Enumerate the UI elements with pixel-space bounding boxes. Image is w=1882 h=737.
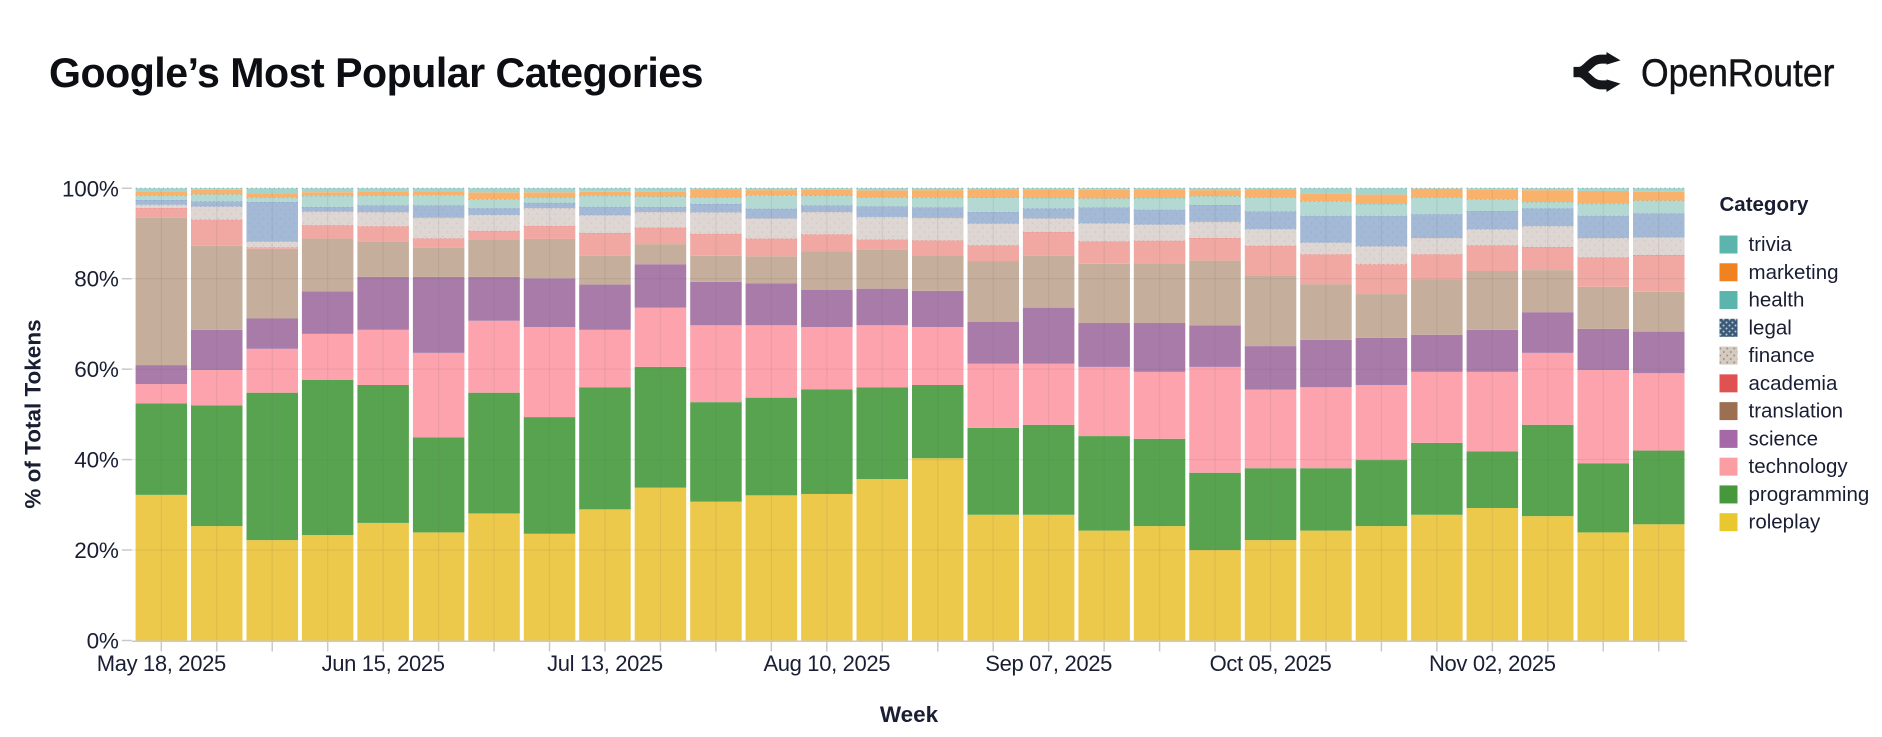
svg-text:0%: 0% xyxy=(87,629,119,654)
svg-text:Jul 13, 2025: Jul 13, 2025 xyxy=(547,651,663,676)
svg-text:20%: 20% xyxy=(74,538,119,563)
svg-text:Nov 02, 2025: Nov 02, 2025 xyxy=(1429,651,1556,676)
svg-text:40%: 40% xyxy=(74,448,119,473)
svg-text:Aug 10, 2025: Aug 10, 2025 xyxy=(763,651,890,676)
svg-text:% of Total Tokens: % of Total Tokens xyxy=(21,319,46,508)
svg-text:academia: academia xyxy=(1749,372,1838,395)
svg-text:Jun 15, 2025: Jun 15, 2025 xyxy=(322,651,445,676)
svg-text:health: health xyxy=(1749,289,1805,312)
svg-text:science: science xyxy=(1749,427,1819,450)
svg-text:Oct 05, 2025: Oct 05, 2025 xyxy=(1210,651,1332,676)
svg-text:May 18, 2025: May 18, 2025 xyxy=(97,651,226,676)
svg-text:programming: programming xyxy=(1749,483,1870,506)
svg-text:roleplay: roleplay xyxy=(1749,511,1822,534)
svg-text:Google’s Most Popular Categori: Google’s Most Popular Categories xyxy=(49,49,703,96)
svg-text:finance: finance xyxy=(1749,344,1815,367)
svg-text:Category: Category xyxy=(1720,193,1809,216)
svg-text:marketing: marketing xyxy=(1749,261,1839,284)
svg-text:Sep 07, 2025: Sep 07, 2025 xyxy=(985,651,1112,676)
svg-text:100%: 100% xyxy=(62,176,119,201)
svg-text:Week: Week xyxy=(880,702,939,727)
svg-text:trivia: trivia xyxy=(1749,233,1793,256)
svg-text:60%: 60% xyxy=(74,357,119,382)
svg-text:technology: technology xyxy=(1749,455,1849,478)
svg-text:legal: legal xyxy=(1749,316,1792,339)
svg-text:80%: 80% xyxy=(74,267,119,292)
svg-text:OpenRouter: OpenRouter xyxy=(1641,52,1835,95)
svg-text:translation: translation xyxy=(1749,400,1844,423)
